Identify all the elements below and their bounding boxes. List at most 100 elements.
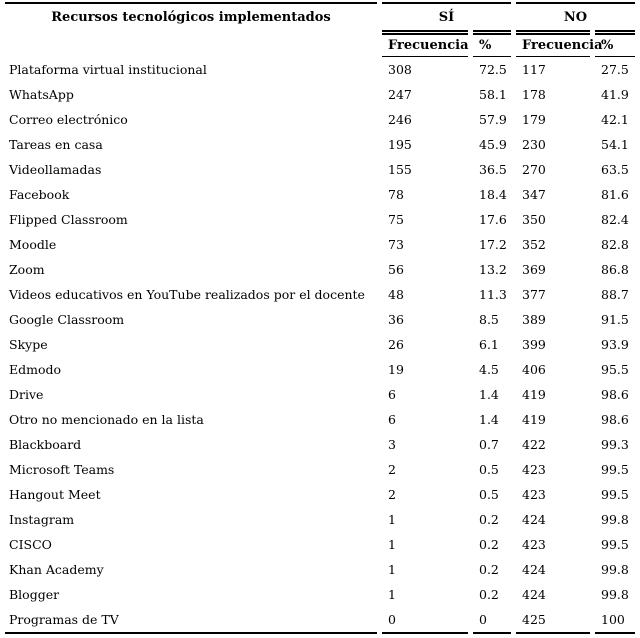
empty-header-cell: [5, 30, 377, 57]
si-frecuencia-cell: 3: [388, 437, 396, 452]
si-percent-cell: 17.2: [479, 237, 507, 252]
no-frecuencia-cell: 352: [522, 237, 546, 252]
resource-name-cell: Microsoft Teams: [9, 462, 115, 477]
resource-name-cell: Google Classroom: [9, 312, 125, 327]
no-percent-cell: 98.6: [601, 387, 629, 402]
table-row: WhatsApp 247 58.1 178 41.9: [5, 82, 635, 107]
table-row: Hangout Meet 2 0.5 423 99.5: [5, 482, 635, 507]
no-frecuencia-cell: 369: [522, 262, 546, 277]
si-percent-cell: 57.9: [479, 112, 507, 127]
no-frecuencia-cell: 178: [522, 87, 546, 102]
table-row: Khan Academy 1 0.2 424 99.8: [5, 557, 635, 582]
no-percent-cell: 41.9: [601, 87, 629, 102]
no-frecuencia-cell: 399: [522, 337, 546, 352]
resource-name-cell: Blogger: [9, 587, 60, 602]
si-frecuencia-cell: 36: [388, 312, 404, 327]
table-row: Videollamadas 155 36.5 270 63.5: [5, 157, 635, 182]
si-frecuencia-cell: 2: [388, 487, 396, 502]
si-frecuencia-cell: 308: [388, 62, 412, 77]
si-frecuencia-cell: 1: [388, 587, 396, 602]
si-frecuencia-cell: 1: [388, 562, 396, 577]
no-frecuencia-cell: 423: [522, 487, 546, 502]
subheader-no-percent: %: [595, 30, 636, 57]
si-percent-cell: 0.5: [479, 462, 499, 477]
table-row: Facebook 78 18.4 347 81.6: [5, 182, 635, 207]
resource-name-cell: CISCO: [9, 537, 52, 552]
si-percent-cell: 58.1: [479, 87, 507, 102]
no-percent-cell: 99.5: [601, 537, 629, 552]
no-frecuencia-cell: 389: [522, 312, 546, 327]
group-header-row: Recursos tecnológicos implementados SÍ N…: [5, 2, 636, 30]
no-percent-cell: 54.1: [601, 137, 629, 152]
no-percent-cell: 81.6: [601, 187, 629, 202]
resource-name-cell: Instagram: [9, 512, 75, 527]
resource-name-cell: Moodle: [9, 237, 57, 252]
resource-name-cell: Edmodo: [9, 362, 62, 377]
si-frecuencia-cell: 48: [388, 287, 404, 302]
si-frecuencia-cell: 6: [388, 387, 396, 402]
no-frecuencia-cell: 423: [522, 537, 546, 552]
no-percent-cell: 63.5: [601, 162, 629, 177]
si-frecuencia-cell: 78: [388, 187, 404, 202]
si-percent-cell: 17.6: [479, 212, 507, 227]
si-percent-cell: 0.2: [479, 537, 499, 552]
si-frecuencia-cell: 19: [388, 362, 404, 377]
si-percent-cell: 1.4: [479, 412, 499, 427]
no-percent-cell: 82.4: [601, 212, 629, 227]
no-frecuencia-cell: 230: [522, 137, 546, 152]
si-percent-cell: 36.5: [479, 162, 507, 177]
si-frecuencia-cell: 6: [388, 412, 396, 427]
subheader-si-percent: %: [473, 30, 512, 57]
no-percent-cell: 99.8: [601, 512, 629, 527]
si-frecuencia-cell: 26: [388, 337, 404, 352]
no-frecuencia-cell: 377: [522, 287, 546, 302]
resource-name-cell: Khan Academy: [9, 562, 104, 577]
column-header-resources: Recursos tecnológicos implementados: [5, 2, 377, 30]
no-percent-cell: 99.5: [601, 487, 629, 502]
table-row: Programas de TV 0 0 425 100: [5, 607, 636, 634]
no-frecuencia-cell: 350: [522, 212, 546, 227]
no-frecuencia-cell: 424: [522, 587, 546, 602]
si-frecuencia-cell: 56: [388, 262, 404, 277]
resource-name-cell: Correo electrónico: [9, 112, 128, 127]
table-row: Otro no mencionado en la lista 6 1.4 419…: [5, 407, 635, 432]
no-percent-cell: 88.7: [601, 287, 629, 302]
table-header: Recursos tecnológicos implementados SÍ N…: [5, 2, 636, 57]
table-row: Blackboard 3 0.7 422 99.3: [5, 432, 635, 457]
table-row: Google Classroom 36 8.5 389 91.5: [5, 307, 635, 332]
table-row: Plataforma virtual institucional 308 72.…: [5, 57, 635, 82]
si-percent-cell: 6.1: [479, 337, 499, 352]
resource-name-cell: Zoom: [9, 262, 45, 277]
no-frecuencia-cell: 423: [522, 462, 546, 477]
si-frecuencia-cell: 75: [388, 212, 404, 227]
resource-name-cell: Skype: [9, 337, 48, 352]
no-frecuencia-cell: 117: [522, 62, 546, 77]
no-percent-cell: 93.9: [601, 337, 629, 352]
no-frecuencia-cell: 406: [522, 362, 546, 377]
no-percent-cell: 91.5: [601, 312, 629, 327]
no-frecuencia-cell: 419: [522, 412, 546, 427]
table-row: Moodle 73 17.2 352 82.8: [5, 232, 635, 257]
si-frecuencia-cell: 1: [388, 512, 396, 527]
no-frecuencia-cell: 422: [522, 437, 546, 452]
subheader-no-frecuencia: Frecuencia: [516, 30, 603, 57]
table-row: Drive 6 1.4 419 98.6: [5, 382, 635, 407]
no-frecuencia-cell: 347: [522, 187, 546, 202]
no-percent-cell: 100: [595, 607, 636, 634]
table-row: Blogger 1 0.2 424 99.8: [5, 582, 635, 607]
si-percent-cell: 0.7: [479, 437, 499, 452]
resource-name-cell: Facebook: [9, 187, 70, 202]
no-frecuencia-cell: 424: [522, 512, 546, 527]
resource-name-cell: WhatsApp: [9, 87, 74, 102]
si-frecuencia-cell: 2: [388, 462, 396, 477]
table-row: Instagram 1 0.2 424 99.8: [5, 507, 635, 532]
table-body: Plataforma virtual institucional 308 72.…: [5, 57, 636, 634]
si-percent-cell: 0.5: [479, 487, 499, 502]
no-percent-cell: 86.8: [601, 262, 629, 277]
resource-name-cell: Videos educativos en YouTube realizados …: [9, 287, 365, 302]
table-row: Microsoft Teams 2 0.5 423 99.5: [5, 457, 635, 482]
no-frecuencia-cell: 179: [522, 112, 546, 127]
si-percent-cell: 8.5: [479, 312, 499, 327]
